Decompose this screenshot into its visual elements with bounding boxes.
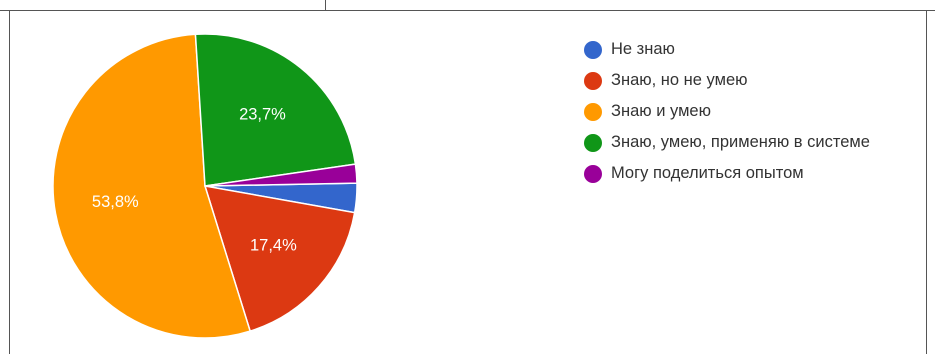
pie-slice-label-2: 53,8% — [92, 193, 139, 211]
legend-swatch-icon — [584, 71, 602, 90]
frame-right-border — [926, 10, 927, 354]
legend-label: Знаю и умею — [611, 102, 711, 120]
legend-item-1: Знаю, но не умею — [584, 65, 870, 96]
pie-slice-label-3: 23,7% — [239, 106, 286, 124]
legend-label: Знаю, умею, применяю в системе — [611, 133, 870, 151]
legend-swatch-icon — [584, 133, 602, 152]
legend-swatch-icon — [584, 102, 602, 121]
legend-swatch-icon — [584, 164, 602, 183]
pie-slice-label-1: 17,4% — [250, 237, 297, 255]
frame-divider — [325, 0, 326, 11]
pie-slice-4 — [204, 163, 358, 187]
legend-label: Могу поделиться опытом — [611, 164, 804, 182]
pie-slice-1 — [203, 185, 356, 333]
legend-item-4: Могу поделиться опытом — [584, 158, 870, 189]
legend: Не знаю Знаю, но не умею Знаю и умею Знаю, … — [584, 34, 870, 189]
legend-label: Не знаю — [611, 40, 675, 58]
legend-swatch-icon — [584, 40, 602, 59]
frame-top-border — [0, 10, 935, 11]
legend-label: Знаю, но не умею — [611, 71, 748, 89]
legend-item-3: Знаю, умею, применяю в системе — [584, 127, 870, 158]
frame-left-border — [9, 10, 10, 354]
legend-item-2: Знаю и умею — [584, 96, 870, 127]
pie-slice-3 — [194, 33, 357, 187]
pie-slice-2 — [52, 33, 252, 339]
legend-item-0: Не знаю — [584, 34, 870, 65]
